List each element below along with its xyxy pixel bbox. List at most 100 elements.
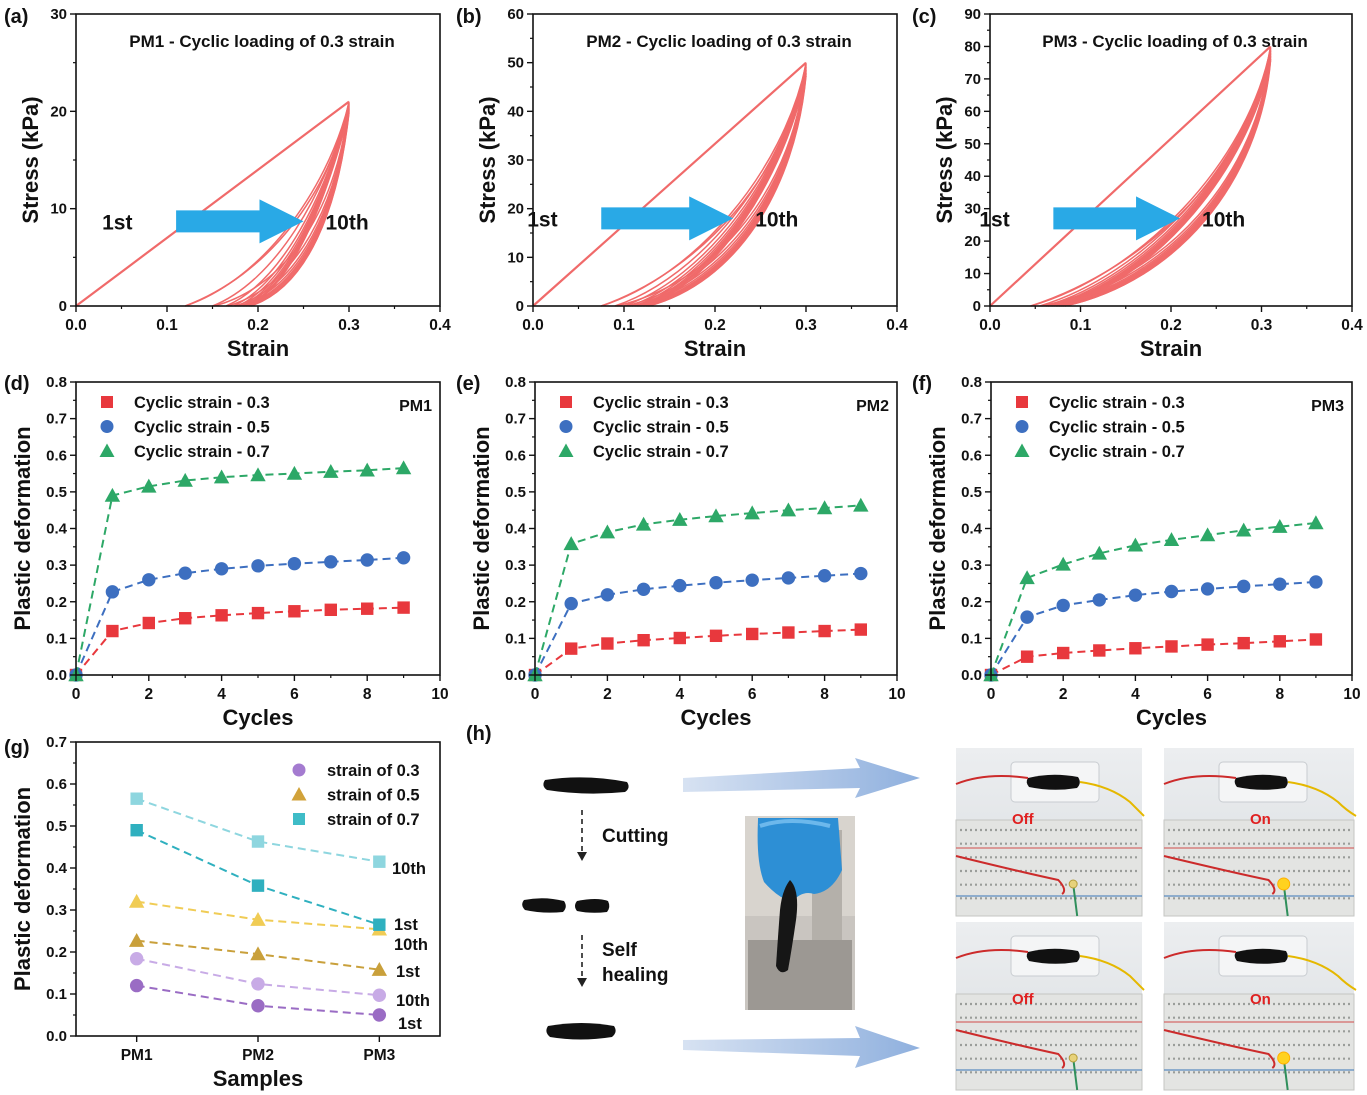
y-tick-label: 0.6 [46,447,67,464]
chart-b: (b) 1st 10th PM2 - Cyclic loading of 0.3 st… [456,6,908,361]
y-tick-label: 20 [964,233,981,250]
panel-label: (d) [4,373,30,395]
x-tick-label: 10 [1343,686,1360,703]
x-tick-label: 10 [431,686,448,703]
y-tick-label: 0.0 [46,667,67,684]
unloading-curve-cycle-7 [1061,55,1272,307]
chart-e: (e) Cyclic strain - 0.3 Cyclic strain - 0.… [456,373,906,730]
y-tick-label: 0.7 [46,411,67,428]
chart-d: (d) Cyclic strain - 0.3 Cyclic strain - 0.… [4,373,449,730]
data-point [361,602,374,615]
led-state-label: Off [1012,991,1035,1008]
legend-label: strain of 0.3 [327,762,420,780]
unloading-curve-cycle-9 [1064,58,1272,307]
circuit-photo-1: Off [955,748,1145,917]
legend-label: Cyclic strain - 0.3 [134,394,270,412]
legend-label: Cyclic strain - 0.5 [593,419,729,437]
legend-marker [1014,443,1030,457]
y-tick-label: 0.6 [505,447,526,464]
data-point [709,576,723,590]
data-point [816,500,833,515]
yellow-wire [1287,955,1357,991]
unloading-curve-cycle-9 [648,74,807,307]
y-tick-label: 10 [50,201,67,218]
x-tick-label: 0.1 [613,317,635,334]
data-point [214,562,229,576]
series-line-1 [75,606,404,676]
data-point [251,999,265,1013]
x-tick-label: 0 [72,686,81,703]
data-point [250,911,266,926]
panel-label: (g) [4,737,30,759]
data-point [1128,588,1143,602]
data-point [817,569,832,583]
data-point [130,792,143,805]
data-point [179,612,192,625]
led-off-icon [1068,879,1078,889]
cut-arrowhead-icon [577,852,587,861]
chart-title: PM1 [399,398,432,415]
data-point [130,824,143,837]
legend-label: Cyclic strain - 0.7 [593,443,729,461]
sample-intact [543,777,629,794]
red-wire [955,949,1029,959]
x-tick-label: 8 [820,686,829,703]
legend-marker [560,396,572,408]
loading-curve-cycle-10 [1063,60,1272,307]
data-point [1164,584,1179,599]
y-tick-label: 10 [964,266,981,283]
legend-marker [1015,420,1029,433]
chart-title: PM3 - Cyclic loading of 0.3 strain [1042,32,1307,51]
unloading-curve-cycle-5 [636,68,807,307]
data-point [709,629,723,643]
unloading-curve-cycle-4 [1052,51,1272,307]
data-point [142,616,155,630]
data-point [106,624,119,638]
series-line-3 [534,504,861,676]
circuit-photo-4: On [1163,922,1357,1091]
plot-area [983,515,1324,682]
data-point [287,556,302,571]
legend-label: Cyclic strain - 0.7 [1049,443,1185,461]
data-point [1056,598,1070,613]
loading-curve-cycle-8 [641,72,807,307]
y-tick-label: 0.1 [505,630,526,647]
unloading-curve-cycle-5 [1055,52,1272,307]
heal-arrowhead-icon [577,978,587,987]
y-tick-label: 40 [507,103,524,120]
y-tick-label: 50 [964,136,981,153]
data-point [215,609,228,622]
legend-label: Cyclic strain - 0.3 [1049,394,1185,412]
data-point [1091,545,1107,560]
data-point [635,516,652,531]
x-tick-label: 6 [1203,686,1212,703]
y-tick-label: 30 [964,201,981,218]
data-point [853,497,869,512]
y-tick-label: 0.0 [46,1028,67,1045]
x-tick-label: 0.2 [704,317,726,334]
data-point [250,467,266,482]
y-tick-label: 0.5 [46,818,67,835]
annotation-1st: 1st [527,208,557,231]
loading-curve-cycle-2 [601,63,807,307]
series-line-2 [75,556,404,676]
y-tick-label: 0 [516,298,524,315]
loading-curve-cycle-8 [1059,57,1272,307]
loading-curve-cycle-5 [630,68,807,307]
red-wire [1163,949,1237,959]
loading-curve-cycle-7 [1056,55,1272,307]
unloading-curve-cycle-10 [648,75,807,307]
data-point [565,642,578,655]
x-axis-label: Strain [1140,336,1202,361]
x-tick-label: 0.4 [1341,317,1363,334]
legend-marker [101,396,113,408]
panel-label: (e) [456,373,480,395]
breadboard [955,993,1143,1091]
legend-marker [1016,396,1028,408]
plot-area [527,497,869,682]
loading-curve-cycle-6 [634,69,807,307]
x-tick-label: 0.1 [156,317,178,334]
x-tick-label: 0.3 [1251,317,1273,334]
data-point [1019,570,1035,585]
annotation-10th: 10th [755,208,798,231]
